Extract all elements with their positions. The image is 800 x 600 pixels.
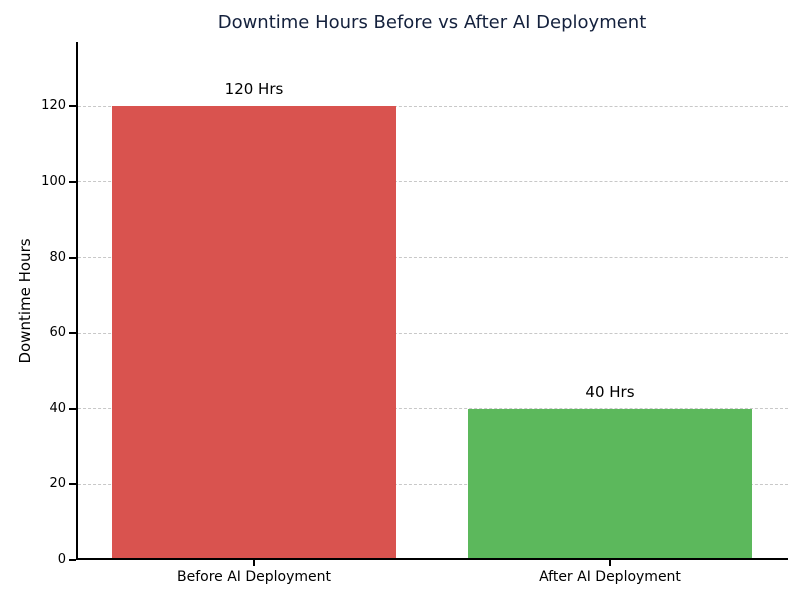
y-tick-mark — [69, 559, 76, 561]
y-gridline — [78, 181, 788, 183]
bar-value-label: 40 Hrs — [585, 382, 635, 401]
bar-layer: 120 Hrs 40 Hrs — [76, 42, 788, 560]
plot-area: 120 Hrs 40 Hrs — [76, 42, 788, 560]
bar-before-ai — [111, 106, 397, 560]
y-tick-label: 120 — [41, 98, 66, 114]
y-gridline — [78, 105, 788, 107]
y-tick-label: 100 — [41, 173, 66, 189]
y-tick-label: 0 — [57, 552, 66, 567]
gridline-layer — [76, 42, 788, 560]
y-gridline — [78, 408, 788, 410]
y-gridline — [78, 257, 788, 259]
y-gridline — [78, 332, 788, 334]
x-tick-label: Before AI Deployment — [176, 569, 331, 585]
bar-after-ai — [467, 408, 753, 560]
x-tick-label: After AI Deployment — [539, 569, 681, 585]
y-tick-mark — [69, 407, 76, 410]
y-tick-label: 60 — [49, 325, 66, 341]
y-tick-label: 40 — [49, 400, 66, 416]
y-tick-label: 80 — [49, 249, 66, 265]
y-tick-mark — [69, 105, 76, 108]
x-tick-mark — [609, 560, 611, 566]
chart-title: Downtime Hours Before vs After AI Deploy… — [217, 12, 647, 33]
x-tick-mark — [253, 560, 255, 566]
y-tick-label: 20 — [49, 476, 66, 492]
y-axis-spine — [76, 42, 78, 560]
bar-value-label: 120 Hrs — [224, 80, 284, 99]
y-tick-mark — [69, 332, 76, 335]
y-tick-mark — [69, 180, 76, 183]
y-gridline — [78, 483, 788, 485]
y-tick-mark — [69, 483, 76, 486]
y-tick-mark — [69, 256, 76, 259]
x-axis-spine — [76, 558, 788, 560]
